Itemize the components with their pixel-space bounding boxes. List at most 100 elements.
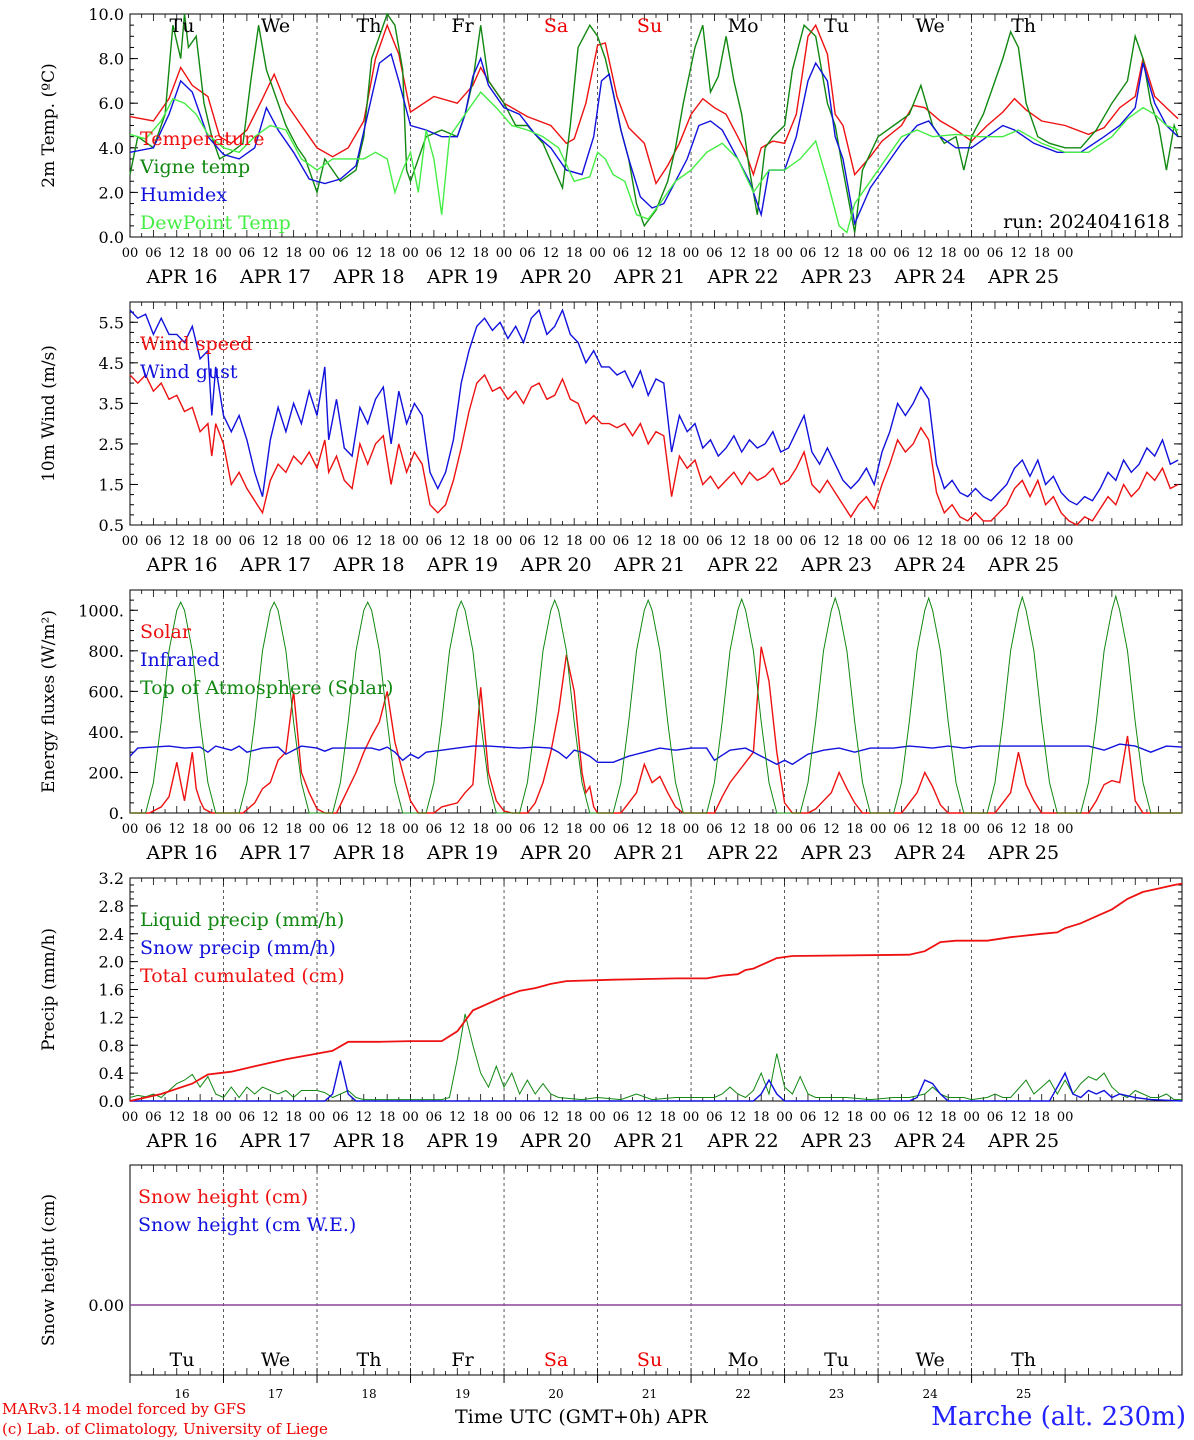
x-hour-label: 12 [449,534,466,549]
x-hour-label: 00 [683,822,700,837]
x-hour-label: 00 [215,534,232,549]
y-tick-label: 600. [88,682,124,701]
x-hour-label: 18 [846,1110,863,1125]
x-hour-label: 18 [753,1110,770,1125]
legend-label: Snow precip (mm/h) [140,937,336,959]
model-credit: MARv3.14 model forced by GFS [2,1400,247,1418]
day-name-top: Th [357,15,382,37]
x-hour-label: 00 [1057,1110,1074,1125]
x-hour-label: 06 [706,534,723,549]
x-hour-label: 12 [356,534,373,549]
day-number: 20 [548,1387,563,1401]
y-tick-label: 800. [88,642,124,661]
y-tick-label: 0.4 [99,1064,124,1083]
x-date-label: APR 17 [239,266,311,288]
y-tick-label: 400. [88,723,124,742]
x-date-label: APR 18 [333,266,405,288]
x-hour-label: 18 [192,822,209,837]
x-hour-label: 18 [379,534,396,549]
day-name-top: We [261,15,290,37]
x-date-label: APR 25 [987,266,1059,288]
x-hour-label: 06 [426,822,443,837]
x-hour-label: 00 [1057,822,1074,837]
x-hour-label: 18 [753,822,770,837]
x-hour-label: 12 [730,534,747,549]
y-tick-label: 1.5 [99,475,124,494]
x-hour-label: 00 [496,534,513,549]
day-number: 19 [455,1387,470,1401]
x-hour-label: 12 [1010,1110,1027,1125]
day-number: 17 [268,1387,283,1401]
x-hour-label: 18 [379,822,396,837]
y-tick-label: 1.6 [99,981,124,1000]
x-hour-label: 18 [285,246,302,261]
x-hour-label: 12 [356,822,373,837]
x-hour-label: 18 [472,822,489,837]
y-tick-label: 4.5 [99,354,124,373]
series-line-wind-speed [129,373,1179,526]
x-hour-label: 18 [940,246,957,261]
x-hour-label: 00 [776,1110,793,1125]
x-date-label: APR 20 [520,842,592,864]
x-hour-label: 18 [659,534,676,549]
x-hour-label: 06 [239,1110,256,1125]
x-hour-label: 06 [426,1110,443,1125]
x-hour-label: 12 [636,246,653,261]
legend-label: Solar [140,621,192,643]
x-hour-label: 00 [402,1110,419,1125]
day-number: 24 [922,1387,938,1401]
x-hour-label: 00 [496,1110,513,1125]
x-hour-label: 18 [472,1110,489,1125]
run-annotation: run: 2024041618 [1003,211,1170,233]
legend-label: Wind speed [140,333,252,355]
x-hour-label: 06 [893,246,910,261]
x-hour-label: 18 [192,1110,209,1125]
x-hour-label: 12 [262,1110,279,1125]
x-hour-label: 00 [776,534,793,549]
day-name-top: Fr [451,15,474,37]
y-tick-label: 0. [109,804,124,823]
day-name-top: Th [1011,15,1036,37]
x-date-label: APR 23 [800,1130,872,1152]
x-hour-label: 06 [613,246,630,261]
y-tick-label: 1.2 [99,1008,124,1027]
day-name-bottom: We [261,1349,290,1371]
x-hour-label: 00 [870,1110,887,1125]
y-tick-label: 10.0 [88,5,124,24]
legend-label: Infrared [140,649,220,671]
x-date-label: APR 23 [800,266,872,288]
day-name-top: Sa [544,15,568,37]
x-hour-label: 12 [917,246,934,261]
series-line-wind-gust [129,308,1179,506]
day-name-bottom: Fr [451,1349,474,1371]
legend-label: Snow height (cm) [138,1186,308,1208]
legend-label: Top of Atmosphere (Solar) [140,677,393,699]
x-hour-label: 06 [145,1110,162,1125]
day-number: 18 [361,1387,376,1401]
x-date-label: APR 18 [333,842,405,864]
legend-label: Humidex [140,184,227,206]
x-hour-label: 12 [449,822,466,837]
day-name-bottom: Th [1011,1349,1036,1371]
x-hour-label: 00 [963,822,980,837]
series-line-infrared [129,743,1183,766]
x-hour-label: 12 [356,1110,373,1125]
x-hour-label: 12 [730,822,747,837]
y-tick-label: 5.5 [99,313,124,332]
y-axis-label: 10m Wind (m/s) [39,345,59,482]
x-date-label: APR 25 [987,554,1059,576]
x-hour-label: 06 [426,246,443,261]
series-line-vigne-temp [129,12,1179,233]
x-date-label: APR 25 [987,1130,1059,1152]
x-axis-title: Time UTC (GMT+0h) APR [455,1406,708,1428]
x-date-label: APR 23 [800,554,872,576]
x-hour-label: 12 [823,1110,840,1125]
y-tick-label: 0.00 [88,1296,124,1315]
x-hour-label: 00 [402,246,419,261]
x-date-label: APR 16 [145,266,217,288]
x-hour-label: 18 [566,1110,583,1125]
x-hour-label: 06 [239,246,256,261]
x-hour-label: 00 [963,534,980,549]
x-hour-label: 18 [1033,1110,1050,1125]
y-tick-label: 0.0 [99,228,124,247]
